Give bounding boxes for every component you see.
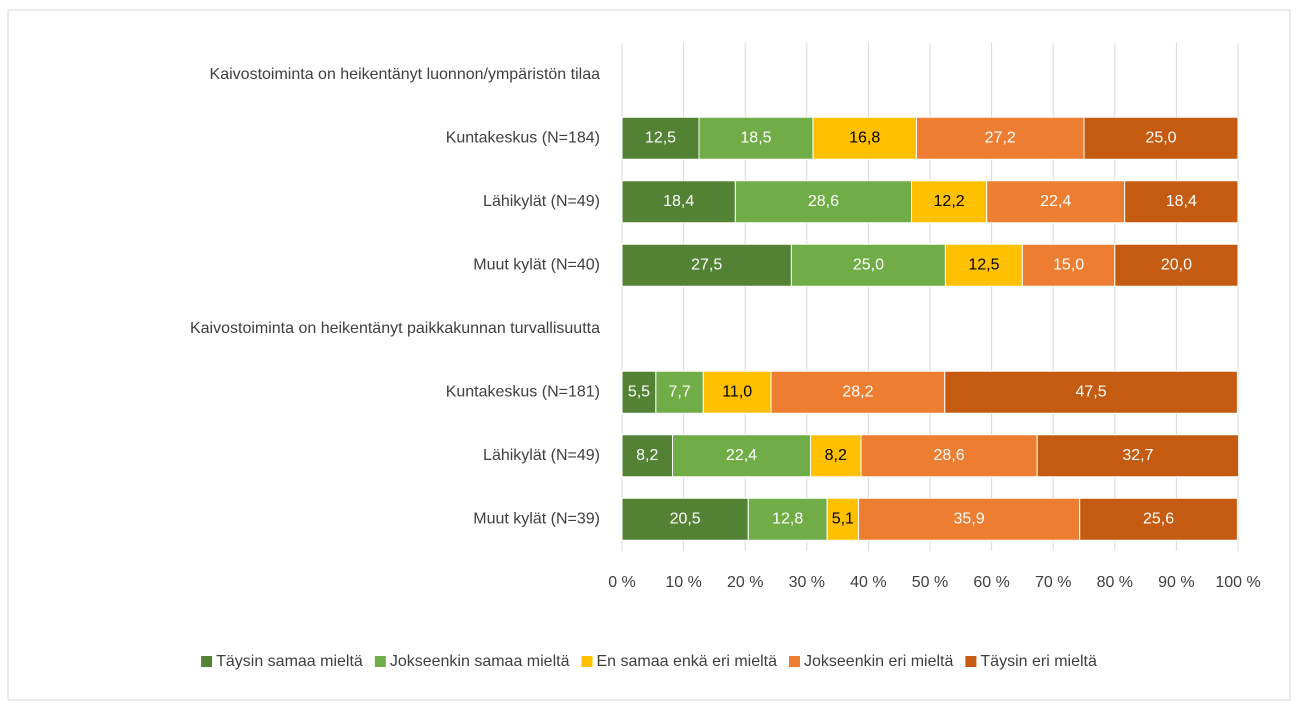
bar-segment [790, 243, 946, 287]
x-tick-label: 50 % [912, 574, 948, 591]
category-label: Kuntakeskus (N=181) [446, 383, 600, 400]
legend-swatch [965, 656, 977, 667]
legend-label: En samaa enkä eri mieltä [596, 653, 777, 670]
bar-segment [655, 370, 704, 414]
data-label: 12,8 [772, 510, 803, 527]
bar-segment [915, 116, 1085, 160]
bar-segment [1114, 243, 1239, 287]
x-tick-label: 0 % [608, 574, 636, 591]
data-label: 28,6 [934, 447, 965, 464]
legend-label: Täysin samaa mieltä [216, 653, 363, 670]
bar-segment [770, 370, 946, 414]
category-label: Kaivostoiminta on heikentänyt luonnon/ym… [210, 66, 601, 83]
x-tick-label: 90 % [1158, 574, 1194, 591]
data-label: 18,5 [740, 129, 771, 146]
bar-segment [621, 370, 657, 414]
data-label: 15,0 [1053, 256, 1084, 273]
bar-segment [1036, 434, 1240, 478]
x-tick-label: 70 % [1035, 574, 1071, 591]
data-label: 27,5 [691, 256, 722, 273]
data-label: 32,7 [1122, 447, 1153, 464]
category-label: Kaivostoiminta on heikentänyt paikkakunn… [190, 320, 600, 337]
bar-segment [672, 434, 811, 478]
x-tick-label: 80 % [1097, 574, 1133, 591]
bar-segment [621, 243, 792, 287]
legend-label: Jokseenkin samaa mieltä [390, 653, 570, 670]
data-label: 25,6 [1143, 510, 1174, 527]
data-label: 5,1 [832, 510, 854, 527]
bar-segment [1021, 243, 1116, 287]
x-tick-label: 100 % [1215, 574, 1260, 591]
bar-segment [702, 370, 772, 414]
bar-segment [1124, 180, 1239, 224]
x-tick-label: 20 % [727, 574, 763, 591]
data-label: 18,4 [1166, 193, 1197, 210]
bar-segment [698, 116, 814, 160]
category-label: Lähikylät (N=49) [483, 447, 600, 464]
data-label: 8,2 [825, 447, 847, 464]
bar-segment [621, 116, 700, 160]
data-label: 12,2 [934, 193, 965, 210]
data-label: 11,0 [722, 383, 752, 400]
data-label: 28,6 [808, 193, 839, 210]
category-label: Muut kylät (N=40) [473, 256, 600, 273]
legend-swatch [201, 656, 213, 667]
bar-segment [860, 434, 1038, 478]
x-tick-label: 60 % [973, 574, 1009, 591]
bar-segment [747, 497, 828, 541]
data-label: 7,7 [668, 383, 690, 400]
category-label: Muut kylät (N=39) [473, 510, 600, 527]
bar-segment [858, 497, 1081, 541]
data-label: 8,2 [636, 447, 658, 464]
data-label: 16,8 [849, 129, 880, 146]
data-label: 35,9 [954, 510, 985, 527]
data-label: 20,5 [670, 510, 701, 527]
legend-swatch [789, 656, 800, 667]
legend-label: Täysin eri mieltä [980, 653, 1097, 670]
chart-border [7, 9, 1291, 701]
legend-label: Jokseenkin eri mieltä [804, 653, 954, 670]
data-label: 12,5 [968, 256, 999, 273]
data-label: 25,0 [1145, 129, 1176, 146]
bar-segment [944, 370, 1238, 414]
category-label: Lähikylät (N=49) [483, 193, 600, 210]
bar-segment [621, 497, 749, 541]
data-label: 47,5 [1076, 383, 1107, 400]
bar-segment [986, 180, 1126, 224]
x-tick-label: 40 % [850, 574, 886, 591]
bar-segment [621, 434, 674, 478]
category-label: Kuntakeskus (N=184) [446, 129, 600, 146]
data-label: 22,4 [726, 447, 757, 464]
bar-segment [734, 180, 913, 224]
data-label: 25,0 [853, 256, 884, 273]
data-label: 5,5 [628, 383, 650, 400]
bar-segment [809, 434, 862, 478]
x-tick-label: 10 % [665, 574, 701, 591]
data-label: 27,2 [985, 129, 1016, 146]
bar-segment [621, 180, 736, 224]
bar-segment [1083, 116, 1239, 160]
bar-segment [944, 243, 1023, 287]
data-label: 28,2 [842, 383, 873, 400]
data-label: 22,4 [1040, 193, 1071, 210]
x-tick-label: 30 % [789, 574, 825, 591]
data-label: 18,4 [663, 193, 694, 210]
bar-segment [1079, 497, 1238, 541]
legend-swatch [374, 656, 386, 667]
legend-swatch [581, 656, 593, 667]
data-label: 12,5 [645, 129, 676, 146]
data-label: 20,0 [1161, 256, 1192, 273]
